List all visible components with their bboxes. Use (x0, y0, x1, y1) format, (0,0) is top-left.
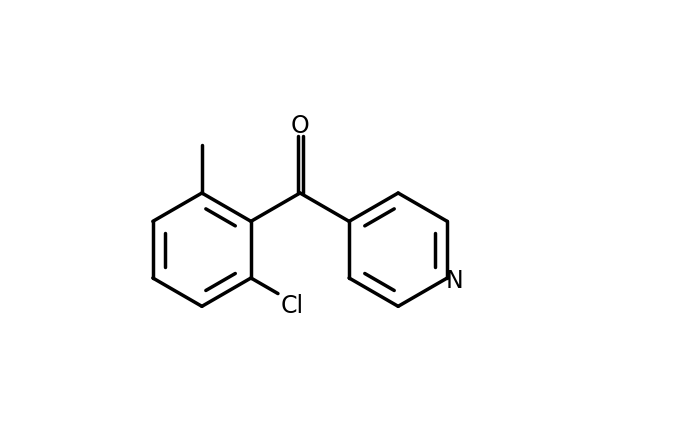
Text: N: N (446, 269, 464, 293)
Text: Cl: Cl (280, 294, 303, 318)
Text: O: O (291, 114, 309, 138)
